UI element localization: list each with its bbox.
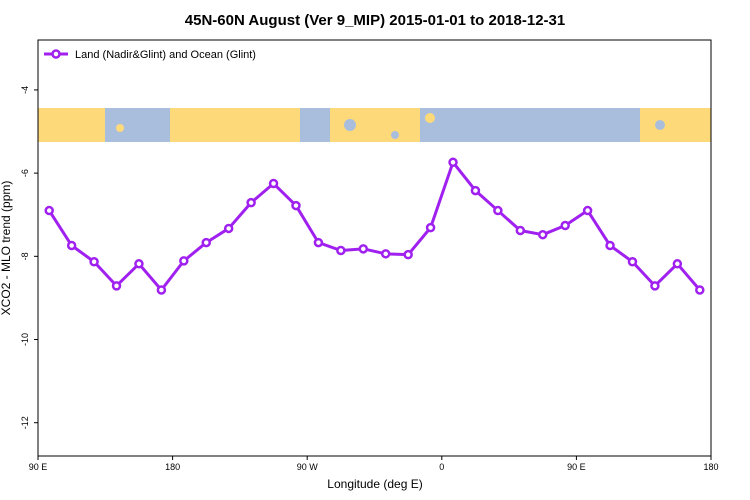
data-point	[201, 237, 211, 248]
data-point	[223, 223, 234, 234]
y-axis-label: XCO2 - MLO trend (ppm)	[0, 181, 13, 316]
data-point	[111, 281, 122, 291]
legend-label: Land (Nadir&Glint) and Ocean (Glint)	[75, 49, 256, 61]
y-tick-label: -4	[20, 86, 30, 94]
data-point	[380, 249, 391, 259]
legend-marker	[51, 49, 61, 59]
data-point	[66, 240, 77, 251]
chart-title: 45N-60N August (Ver 9_MIP) 2015-01-01 to…	[185, 12, 565, 29]
data-point	[44, 205, 54, 216]
data-point	[448, 157, 458, 168]
data-point	[515, 225, 526, 236]
data-point	[538, 229, 548, 240]
plot-frame	[37, 39, 712, 457]
y-tick-label: -12	[20, 416, 30, 429]
data-point	[493, 205, 503, 216]
data-point	[627, 256, 638, 267]
data-point	[358, 244, 369, 254]
data-point	[268, 178, 279, 189]
y-tick-label: -8	[20, 252, 30, 260]
x-tick-label: 180	[703, 462, 718, 472]
x-tick-label: 90 W	[297, 462, 319, 472]
data-point	[650, 281, 660, 291]
x-tick-label: 180	[165, 462, 180, 472]
data-point	[695, 285, 705, 295]
series-line	[47, 160, 701, 292]
data-point	[560, 220, 570, 231]
y-tick-label: -6	[20, 169, 30, 177]
data-point	[470, 185, 481, 196]
x-tick-label: 90 E	[29, 462, 48, 472]
data-point	[291, 200, 301, 211]
data-point	[672, 259, 683, 269]
map-strip	[38, 108, 711, 142]
x-tick-label: 90 E	[567, 462, 586, 472]
data-point	[134, 259, 144, 269]
y-tick-label: -10	[20, 333, 30, 346]
x-tick-label: 0	[439, 462, 444, 472]
data-point	[179, 256, 189, 266]
x-axis-label: Longitude (deg E)	[327, 477, 422, 491]
data-point	[582, 205, 593, 216]
data-point	[313, 237, 324, 248]
data-point	[403, 249, 413, 260]
data-point	[425, 222, 436, 233]
data-point	[336, 245, 346, 256]
data-point	[156, 285, 167, 295]
data-point	[89, 256, 99, 267]
data-point	[605, 240, 615, 251]
data-point	[246, 197, 256, 208]
